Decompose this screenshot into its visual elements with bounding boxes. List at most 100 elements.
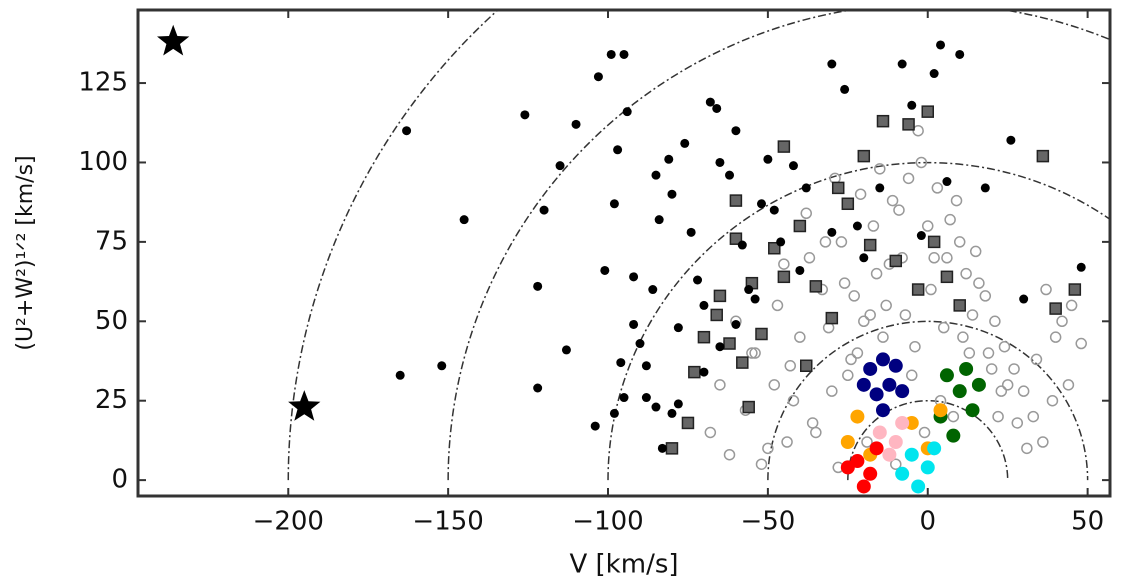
y-tick-label: 100	[78, 147, 128, 177]
point	[838, 277, 851, 289]
point	[920, 460, 935, 475]
point	[794, 331, 806, 343]
point	[895, 415, 910, 430]
point	[1036, 149, 1050, 163]
point	[459, 215, 469, 225]
point	[699, 367, 709, 377]
point	[793, 219, 807, 233]
point	[1021, 442, 1033, 455]
point	[980, 183, 990, 193]
plot-area	[157, 10, 1110, 494]
point	[622, 107, 632, 117]
point	[1056, 315, 1068, 328]
point	[827, 59, 837, 69]
point	[863, 238, 877, 252]
point	[827, 227, 837, 237]
point	[810, 426, 822, 439]
point	[842, 369, 854, 382]
point	[606, 49, 616, 59]
point	[778, 258, 790, 270]
point	[937, 321, 950, 334]
point	[942, 177, 952, 187]
point	[657, 443, 667, 453]
y-tick-label: 75	[95, 226, 128, 256]
y-tick-label: 0	[111, 465, 128, 495]
point	[863, 361, 878, 376]
point	[859, 253, 869, 263]
point	[895, 384, 910, 399]
point	[888, 358, 903, 373]
point	[795, 265, 805, 275]
point	[831, 181, 845, 195]
point	[927, 235, 941, 249]
point	[840, 460, 855, 475]
point	[787, 394, 800, 407]
point	[781, 436, 793, 448]
point	[874, 163, 886, 175]
point	[648, 285, 658, 295]
point	[851, 347, 864, 359]
point	[850, 409, 865, 424]
point	[600, 265, 610, 275]
point	[955, 49, 965, 59]
point	[715, 157, 725, 167]
point	[520, 110, 530, 120]
point	[723, 337, 736, 350]
point	[982, 347, 995, 359]
point	[957, 331, 969, 343]
x-axis-label: V [km/s]	[569, 550, 678, 580]
point	[755, 458, 768, 470]
point	[704, 426, 717, 439]
point	[768, 241, 781, 255]
x-tick-label: 50	[1071, 507, 1104, 537]
point	[869, 387, 884, 402]
point	[906, 369, 918, 382]
point	[763, 154, 773, 164]
point	[651, 402, 661, 412]
point	[809, 280, 823, 293]
point	[641, 393, 651, 403]
point	[953, 236, 966, 248]
point	[762, 442, 774, 455]
point	[875, 403, 890, 418]
x-tick-label: −50	[740, 507, 795, 537]
point	[856, 377, 871, 392]
point	[629, 319, 639, 329]
point	[1027, 410, 1040, 423]
point	[928, 252, 940, 264]
point	[705, 97, 715, 107]
point	[922, 220, 934, 232]
point	[848, 290, 860, 302]
point	[872, 425, 887, 440]
point	[806, 417, 819, 429]
point	[729, 232, 743, 245]
point	[959, 361, 974, 376]
point	[940, 270, 954, 284]
point	[825, 311, 839, 325]
point	[756, 199, 766, 209]
point	[533, 383, 543, 393]
point	[769, 205, 779, 215]
point	[629, 272, 639, 282]
point	[819, 236, 832, 248]
point	[664, 154, 674, 164]
point	[561, 345, 571, 355]
point	[571, 119, 581, 129]
point	[801, 183, 811, 193]
point	[927, 441, 942, 456]
point	[673, 323, 683, 333]
point	[979, 290, 992, 302]
point	[673, 399, 683, 409]
point	[947, 410, 960, 423]
point	[929, 69, 939, 79]
point	[555, 161, 565, 171]
point	[736, 356, 749, 369]
point	[729, 194, 743, 207]
x-tick-label: −200	[253, 507, 324, 537]
point	[1075, 337, 1087, 350]
point	[750, 294, 760, 304]
point	[593, 72, 603, 82]
x-tick-label: −150	[412, 507, 483, 537]
point	[667, 408, 677, 418]
point	[882, 447, 897, 462]
